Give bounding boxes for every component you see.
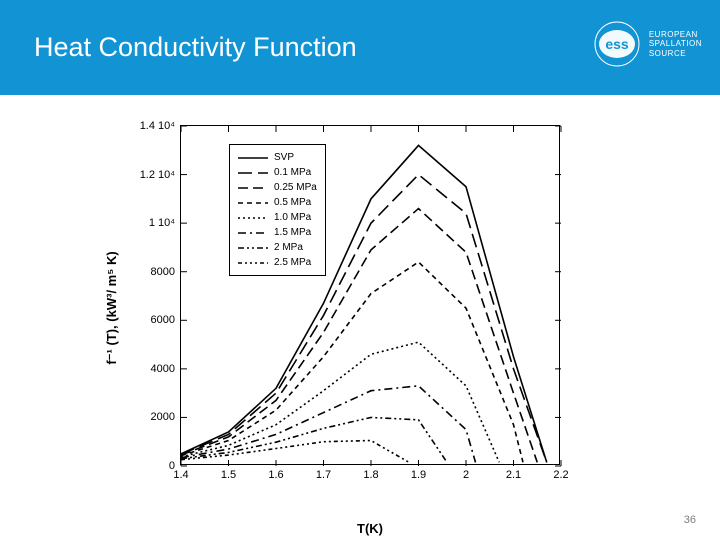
ess-logo-icon: ess xyxy=(593,20,641,68)
x-tick-label: 2.1 xyxy=(506,469,521,481)
legend-item: SVP xyxy=(238,150,317,165)
legend-label: 1.5 MPa xyxy=(274,227,311,238)
y-tick-label: 1.4 10⁴ xyxy=(140,120,175,132)
y-tick-label: 8000 xyxy=(151,266,175,278)
brand-logo: ess EUROPEAN SPALLATION SOURCE xyxy=(593,20,702,68)
legend-label: 0.1 MPa xyxy=(274,167,311,178)
y-tick-label: 2000 xyxy=(151,411,175,423)
x-tick-label: 1.9 xyxy=(411,469,426,481)
legend-swatch-icon xyxy=(238,197,268,209)
x-axis-label: T(K) xyxy=(357,521,383,536)
legend-label: SVP xyxy=(274,152,294,163)
series-1.0-MPa xyxy=(181,342,499,462)
svg-text:ess: ess xyxy=(605,36,629,52)
legend-item: 0.25 MPa xyxy=(238,180,317,195)
x-tick-label: 1.6 xyxy=(268,469,283,481)
brand-text: EUROPEAN SPALLATION SOURCE xyxy=(649,30,702,59)
legend-swatch-icon xyxy=(238,242,268,254)
x-tick-label: 2.2 xyxy=(553,469,568,481)
series-2.5-MPa xyxy=(181,441,409,463)
chart-container: SVP 0.1 MPa 0.25 MPa 0.5 MPa 1.0 MPa 1.5 MPa 2… xyxy=(140,115,590,500)
x-tick-label: 1.5 xyxy=(221,469,236,481)
y-axis-label: f⁻¹ (T), (kW³/ m⁵ K) xyxy=(104,251,120,364)
legend-swatch-icon xyxy=(238,167,268,179)
legend-swatch-icon xyxy=(238,227,268,239)
y-tick-label: 4000 xyxy=(151,363,175,375)
legend-swatch-icon xyxy=(238,152,268,164)
legend-item: 1.5 MPa xyxy=(238,225,317,240)
x-tick-label: 1.8 xyxy=(363,469,378,481)
slide-title: Heat Conductivity Function xyxy=(34,32,357,63)
legend-item: 1.0 MPa xyxy=(238,210,317,225)
legend-swatch-icon xyxy=(238,182,268,194)
legend-label: 2.5 MPa xyxy=(274,257,311,268)
brand-line: SOURCE xyxy=(649,49,702,59)
y-tick-label: 6000 xyxy=(151,314,175,326)
chart-legend: SVP 0.1 MPa 0.25 MPa 0.5 MPa 1.0 MPa 1.5 MPa 2… xyxy=(229,144,326,276)
legend-label: 1.0 MPa xyxy=(274,212,311,223)
page-number: 36 xyxy=(684,514,696,526)
y-tick-label: 1 10⁴ xyxy=(149,217,175,229)
legend-swatch-icon xyxy=(238,212,268,224)
x-tick-label: 1.4 xyxy=(173,469,188,481)
legend-item: 2.5 MPa xyxy=(238,255,317,270)
slide-header: Heat Conductivity Function ess EUROPEAN … xyxy=(0,0,720,95)
brand-line: EUROPEAN xyxy=(649,30,702,40)
x-tick-label: 2 xyxy=(463,469,469,481)
x-tick-label: 1.7 xyxy=(316,469,331,481)
legend-label: 2 MPa xyxy=(274,242,303,253)
series-1.5-MPa xyxy=(181,386,476,463)
series-0.5-MPa xyxy=(181,262,523,462)
plot-frame: SVP 0.1 MPa 0.25 MPa 0.5 MPa 1.0 MPa 1.5 MPa 2… xyxy=(180,125,560,465)
legend-item: 0.1 MPa xyxy=(238,165,317,180)
legend-label: 0.5 MPa xyxy=(274,197,311,208)
legend-label: 0.25 MPa xyxy=(274,182,317,193)
legend-item: 0.5 MPa xyxy=(238,195,317,210)
legend-item: 2 MPa xyxy=(238,240,317,255)
y-tick-label: 1.2 10⁴ xyxy=(140,169,175,181)
legend-swatch-icon xyxy=(238,257,268,269)
brand-line: SPALLATION xyxy=(649,39,702,49)
